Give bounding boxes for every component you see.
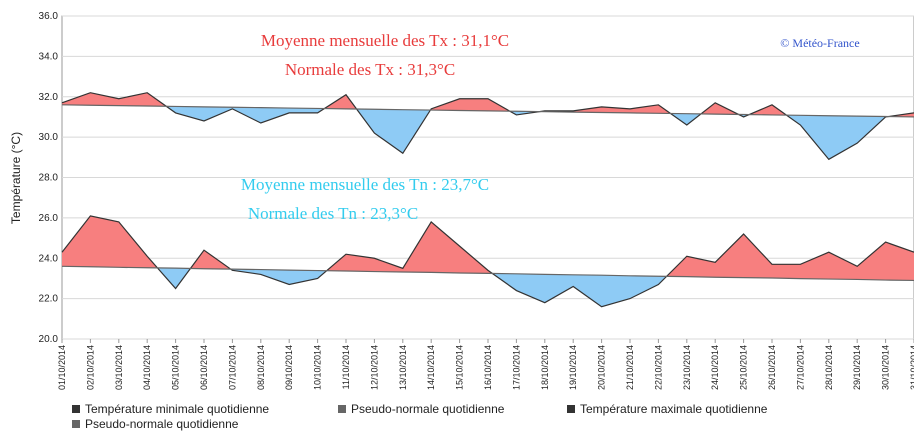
line (61, 92, 914, 161)
y-tick-label: 32.0 (39, 92, 59, 103)
y-tick-label: 20.0 (39, 334, 59, 345)
x-tick-label: 28/10/2014 (824, 345, 834, 390)
line (61, 265, 914, 282)
x-tick-label: 11/10/2014 (341, 345, 351, 389)
legend-swatch (72, 420, 80, 428)
x-tick-label: 29/10/2014 (852, 345, 862, 390)
line (61, 215, 914, 308)
x-tick-label: 04/10/2014 (142, 345, 152, 390)
legend-swatch (72, 405, 80, 413)
x-tick-label: 09/10/2014 (284, 345, 294, 390)
y-tick-label: 36.0 (39, 11, 59, 22)
annotation: Normale des Tn : 23,3°C (248, 204, 418, 223)
x-tick-label: 20/10/2014 (597, 345, 607, 390)
x-tick-label: 14/10/2014 (426, 345, 436, 390)
line (61, 104, 914, 118)
x-tick-label: 12/10/2014 (369, 345, 379, 390)
legend-label: Pseudo-normale quotidienne (351, 402, 505, 416)
x-tick-label: 22/10/2014 (653, 345, 663, 390)
y-tick-label: 34.0 (39, 51, 59, 62)
x-tick-label: 24/10/2014 (710, 345, 720, 390)
y-tick-label: 26.0 (39, 213, 59, 224)
x-tick-label: 23/10/2014 (682, 345, 692, 390)
x-tick-label: 13/10/2014 (398, 345, 408, 390)
legend-label: Pseudo-normale quotidienne (85, 417, 239, 431)
legend-swatch (338, 405, 346, 413)
annotation: Normale des Tx : 31,3°C (285, 60, 455, 79)
y-tick-label: 28.0 (39, 173, 59, 184)
x-tick-label: 21/10/2014 (625, 345, 635, 390)
annotation: Moyenne mensuelle des Tn : 23,7°C (241, 175, 489, 194)
x-tick-label: 19/10/2014 (568, 345, 578, 390)
x-tick-label: 03/10/2014 (114, 345, 124, 390)
x-tick-label: 07/10/2014 (227, 345, 237, 390)
x-tick-label: 06/10/2014 (199, 345, 209, 390)
x-tick-label: 10/10/2014 (313, 345, 323, 390)
x-tick-label: 27/10/2014 (795, 345, 805, 390)
legend-swatch (567, 405, 575, 413)
x-tick-label: 15/10/2014 (455, 345, 465, 390)
x-tick-label: 31/10/2014 (909, 345, 914, 390)
x-tick-label: 30/10/2014 (881, 345, 891, 390)
y-tick-label: 22.0 (39, 294, 59, 305)
x-tick-label: 08/10/2014 (256, 345, 266, 390)
x-tick-label: 16/10/2014 (483, 345, 493, 390)
legend-label: Température maximale quotidienne (580, 402, 768, 416)
annotation: © Météo-France (780, 36, 859, 50)
legend-label: Température minimale quotidienne (85, 402, 269, 416)
area-below (62, 104, 914, 160)
annotation: Moyenne mensuelle des Tx : 31,1°C (261, 31, 509, 50)
y-tick-label: 30.0 (39, 132, 59, 143)
x-tick-label: 05/10/2014 (171, 345, 181, 390)
x-tick-label: 17/10/2014 (511, 345, 521, 390)
x-tick-label: 02/10/2014 (85, 345, 95, 390)
x-tick-label: 01/10/2014 (57, 345, 67, 390)
area-above (62, 215, 914, 281)
x-tick-label: 26/10/2014 (767, 345, 777, 390)
y-axis-label: Température (°C) (9, 132, 23, 224)
x-tick-label: 18/10/2014 (540, 345, 550, 390)
x-tick-label: 25/10/2014 (739, 345, 749, 390)
y-tick-label: 24.0 (39, 253, 59, 264)
